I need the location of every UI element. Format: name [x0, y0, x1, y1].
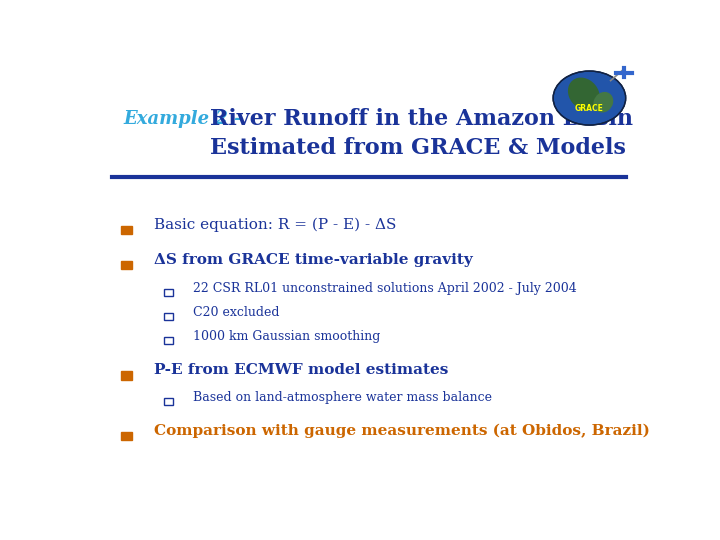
- Text: C20 excluded: C20 excluded: [193, 306, 280, 319]
- Text: Estimated from GRACE & Models: Estimated from GRACE & Models: [210, 137, 626, 159]
- FancyBboxPatch shape: [121, 431, 132, 440]
- FancyBboxPatch shape: [164, 337, 173, 344]
- Text: Basic equation: R = (P - E) - ΔS: Basic equation: R = (P - E) - ΔS: [154, 218, 397, 232]
- Text: Comparison with gauge measurements (at Obidos, Brazil): Comparison with gauge measurements (at O…: [154, 423, 650, 438]
- FancyBboxPatch shape: [164, 313, 173, 320]
- FancyBboxPatch shape: [121, 371, 132, 380]
- FancyBboxPatch shape: [121, 226, 132, 234]
- Circle shape: [553, 71, 626, 125]
- Text: ΔS from GRACE time-variable gravity: ΔS from GRACE time-variable gravity: [154, 253, 473, 267]
- Text: P-E from ECMWF model estimates: P-E from ECMWF model estimates: [154, 363, 449, 377]
- Ellipse shape: [593, 92, 613, 112]
- FancyBboxPatch shape: [164, 289, 173, 295]
- Text: 22 CSR RL01 unconstrained solutions April 2002 - July 2004: 22 CSR RL01 unconstrained solutions Apri…: [193, 281, 577, 295]
- Text: Based on land-atmosphere water mass balance: Based on land-atmosphere water mass bala…: [193, 391, 492, 404]
- FancyBboxPatch shape: [164, 399, 173, 405]
- Text: GRACE: GRACE: [575, 104, 604, 113]
- FancyBboxPatch shape: [121, 261, 132, 269]
- Ellipse shape: [568, 78, 600, 110]
- Text: Example 2 -: Example 2 -: [124, 110, 242, 128]
- Text: 1000 km Gaussian smoothing: 1000 km Gaussian smoothing: [193, 330, 381, 343]
- Text: River Runoff in the Amazon Basin: River Runoff in the Amazon Basin: [210, 108, 633, 130]
